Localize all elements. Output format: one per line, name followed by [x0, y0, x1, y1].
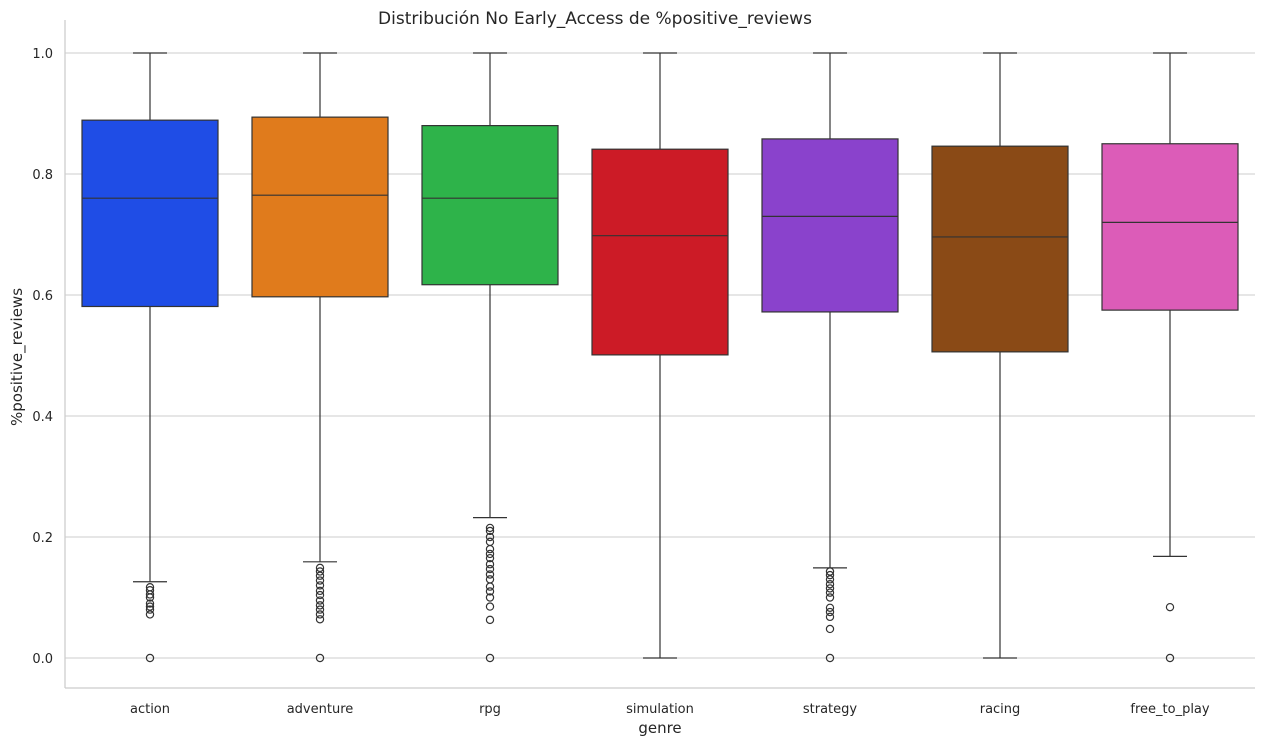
outlier-point [485, 575, 495, 584]
y-axis-label: %positive_reviews [8, 288, 27, 426]
x-tick-label: action [130, 702, 170, 717]
outlier-point [315, 653, 325, 663]
x-tick-label: racing [980, 702, 1021, 717]
outlier-point [1165, 602, 1175, 612]
box-group-rpg [421, 52, 559, 663]
outlier-point [485, 593, 495, 602]
outlier-point [315, 596, 325, 605]
outlier-point [825, 579, 835, 589]
outlier-point [315, 581, 325, 590]
x-tick-label: simulation [626, 702, 694, 717]
outlier-point [825, 593, 835, 602]
outlier-point [825, 603, 835, 612]
box-group-racing [931, 52, 1069, 659]
outlier-point [315, 601, 325, 610]
outlier-point [315, 563, 325, 573]
box-group-simulation [591, 52, 729, 659]
outlier-point [145, 599, 155, 608]
outlier-point [145, 605, 155, 614]
outlier-point [145, 610, 155, 619]
outlier-point [485, 602, 495, 611]
outlier-point [485, 570, 495, 579]
outlier-point [485, 532, 495, 542]
box-iqr [251, 116, 389, 298]
outlier-point [315, 571, 325, 580]
y-tick-label: 0.6 [32, 289, 53, 304]
box-group-adventure [251, 52, 389, 663]
box-iqr [591, 148, 729, 356]
outlier-point [485, 526, 495, 536]
outlier-point [485, 615, 495, 625]
outlier-point [485, 537, 495, 547]
box-iqr [1101, 143, 1239, 311]
outlier-point [825, 607, 835, 617]
box-iqr [81, 119, 219, 308]
box-group-free_to_play [1101, 52, 1239, 663]
outlier-point [485, 587, 495, 596]
outlier-point [315, 615, 325, 624]
spine-layer [64, 20, 1255, 689]
x-tick-label: rpg [479, 702, 501, 717]
outlier-point [315, 610, 325, 619]
y-tick-label: 1.0 [32, 47, 53, 62]
box-group-action [81, 52, 219, 663]
outlier-point [825, 588, 835, 597]
y-tick-label: 0.8 [32, 168, 53, 183]
y-tick-label: 0.4 [32, 410, 53, 425]
outlier-point [485, 564, 495, 574]
outlier-point [315, 590, 325, 600]
outlier-point [315, 567, 325, 576]
tick-layer: 0.0 0.2 0.4 0.6 0.8 1.0 action adventure rpg simu… [32, 47, 1210, 717]
outlier-point [825, 575, 835, 584]
outlier-point [315, 586, 325, 596]
x-tick-label: free_to_play [1130, 702, 1210, 717]
y-tick-label: 0.0 [32, 652, 53, 667]
outlier-point [825, 653, 835, 663]
outlier-point [825, 570, 835, 580]
outlier-point [485, 553, 495, 563]
outlier-point [485, 582, 495, 591]
outlier-point [145, 653, 155, 663]
outlier-point [825, 584, 835, 593]
outlier-point [485, 549, 495, 559]
x-axis-label: genre [638, 719, 681, 737]
x-tick-label: strategy [803, 702, 858, 717]
chart-title: Distribución No Early_Access de %positiv… [378, 9, 812, 29]
box-iqr [421, 124, 559, 286]
outlier-point [145, 602, 155, 611]
outlier-point [145, 593, 155, 602]
outlier-point [315, 605, 325, 614]
x-tick-label: adventure [287, 702, 354, 717]
box-iqr [761, 138, 899, 313]
y-tick-label: 0.2 [32, 531, 53, 546]
outlier-point [485, 653, 495, 663]
box-iqr [931, 145, 1069, 353]
outlier-point [485, 560, 495, 569]
box-layer [81, 52, 1239, 663]
outlier-point [315, 576, 325, 585]
box-group-strategy [761, 52, 899, 663]
outlier-point [485, 523, 495, 533]
outlier-point [825, 567, 835, 576]
outlier-point [1165, 653, 1175, 663]
outlier-point [485, 544, 495, 554]
outlier-point [145, 590, 155, 599]
outlier-point [825, 624, 835, 634]
outlier-point [825, 612, 835, 622]
